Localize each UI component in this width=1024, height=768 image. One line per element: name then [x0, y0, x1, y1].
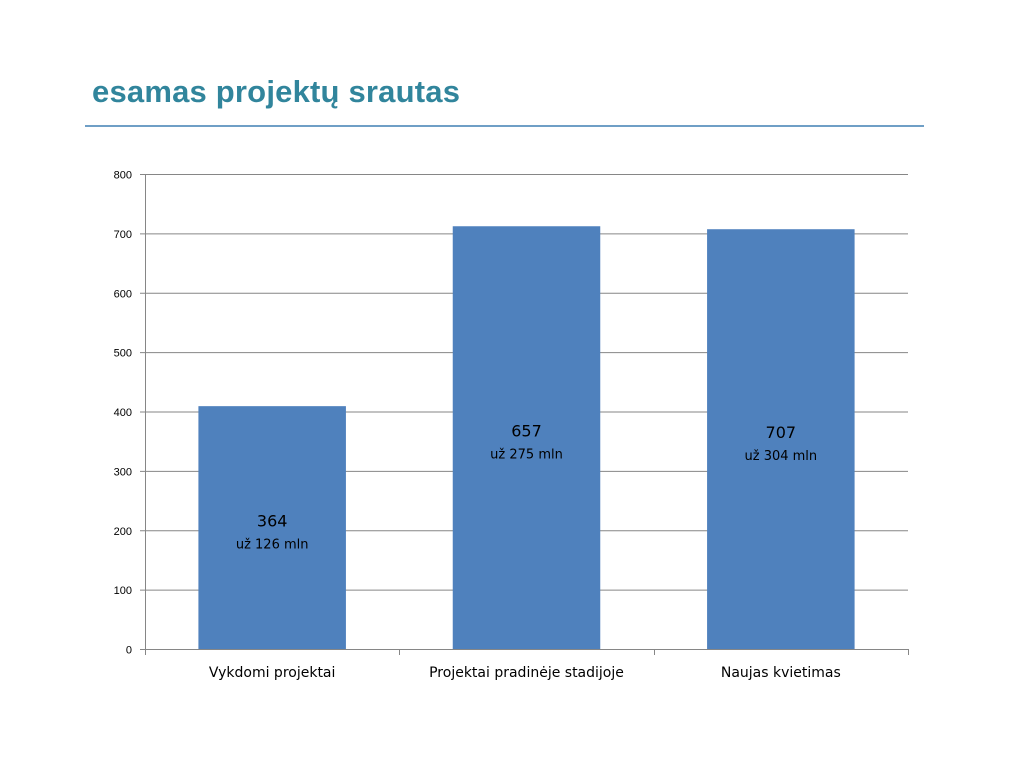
y-tick-label: 200: [114, 526, 132, 538]
x-category-label: Vykdomi projektai: [209, 665, 336, 681]
x-category-label: Naujas kvietimas: [721, 665, 841, 681]
y-tick-label: 0: [126, 645, 132, 657]
y-tick-label: 300: [114, 466, 132, 478]
slide-title: esamas projektų srautas: [92, 74, 461, 109]
bar: [452, 226, 601, 649]
bar: [198, 406, 346, 649]
y-tick-label: 400: [114, 407, 132, 419]
bar-value-label: 364: [257, 512, 288, 531]
bar-value-label: 657: [511, 422, 542, 441]
bar-sublabel: už 275 mln: [490, 448, 563, 463]
bar-sublabel: už 126 mln: [236, 538, 309, 553]
bar: [707, 229, 855, 649]
y-tick-label: 600: [114, 288, 132, 300]
bar-value-label: 707: [766, 423, 797, 442]
y-tick-label: 800: [114, 170, 132, 182]
y-tick-label: 500: [114, 348, 132, 360]
y-tick-label: 700: [114, 229, 132, 241]
bar-sublabel: už 304 mln: [745, 449, 818, 464]
title-divider: [85, 125, 924, 127]
y-tick-label: 100: [114, 585, 132, 597]
x-category-label: Projektai pradinėje stadijoje: [429, 665, 624, 681]
